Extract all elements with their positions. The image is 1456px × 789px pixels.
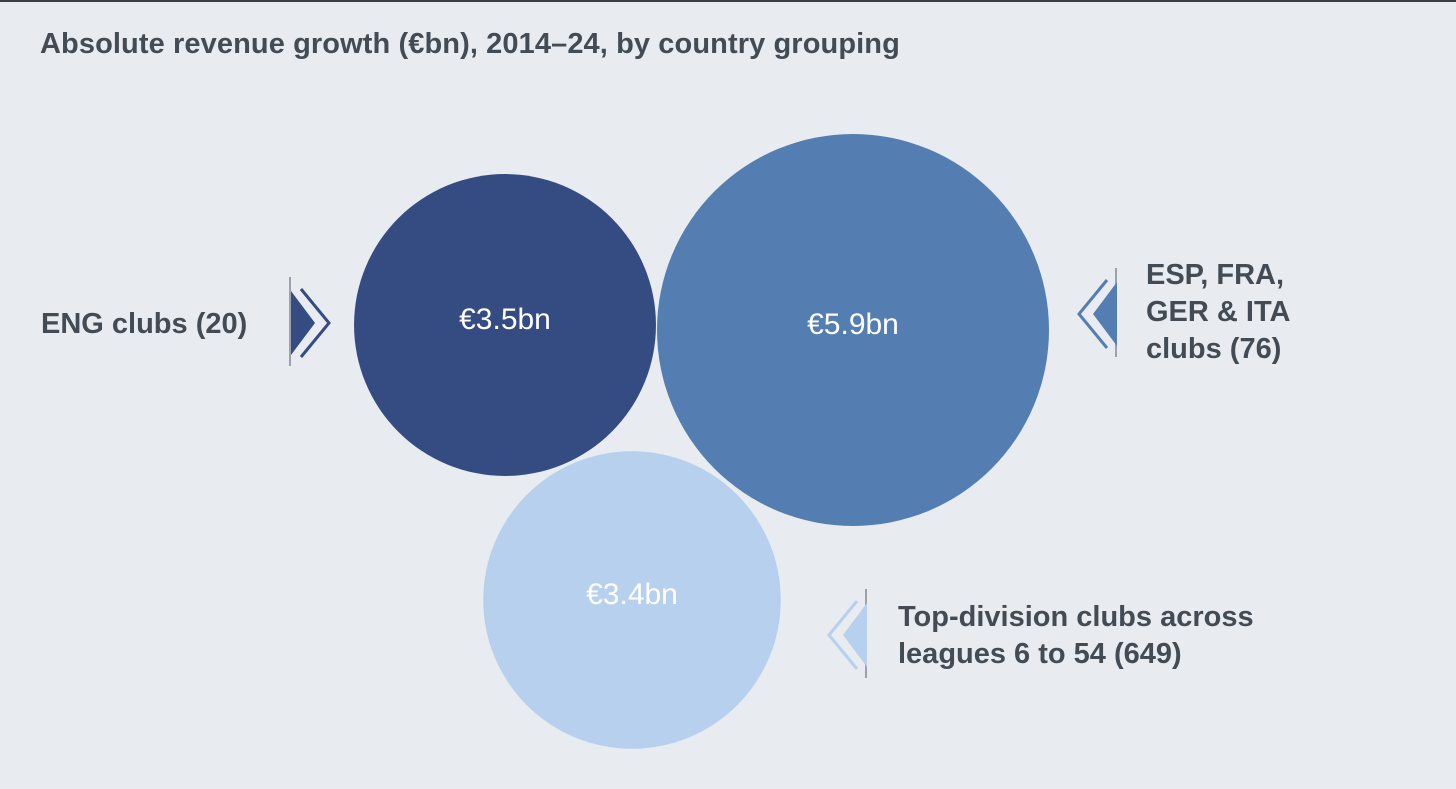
bubble-big4 bbox=[657, 134, 1049, 526]
big-four-clubs-label: ESP, FRA, GER & ITA clubs (76) bbox=[1146, 257, 1290, 368]
group-label-line: GER & ITA bbox=[1146, 296, 1291, 328]
pointer-arrow-icon-big4 bbox=[1077, 268, 1117, 357]
pointer-arrow-icon-eng bbox=[289, 277, 331, 366]
bubble-value-rest: €3.4bn bbox=[586, 578, 678, 611]
bubble-rest bbox=[483, 451, 781, 749]
pointer-arrow-icon-rest bbox=[827, 589, 867, 678]
eng-clubs-label: ENG clubs (20) bbox=[41, 306, 247, 343]
chart-title: Absolute revenue growth (€bn), 2014–24, … bbox=[40, 28, 900, 60]
other-top-division-clubs-label: Top-division clubs across leagues 6 to 54… bbox=[898, 599, 1254, 673]
group-label-line: leagues 6 to 54 (649) bbox=[898, 638, 1182, 670]
group-label-line: ESP, FRA, bbox=[1146, 259, 1285, 291]
bubble-value-eng: €3.5bn bbox=[459, 303, 551, 336]
group-label-line: Top-division clubs across bbox=[898, 601, 1254, 633]
group-label-line: ENG clubs (20) bbox=[41, 308, 248, 340]
group-label-line: clubs (76) bbox=[1146, 333, 1282, 365]
bubble-value-big4: €5.9bn bbox=[807, 308, 899, 341]
bubble-eng bbox=[354, 174, 656, 476]
